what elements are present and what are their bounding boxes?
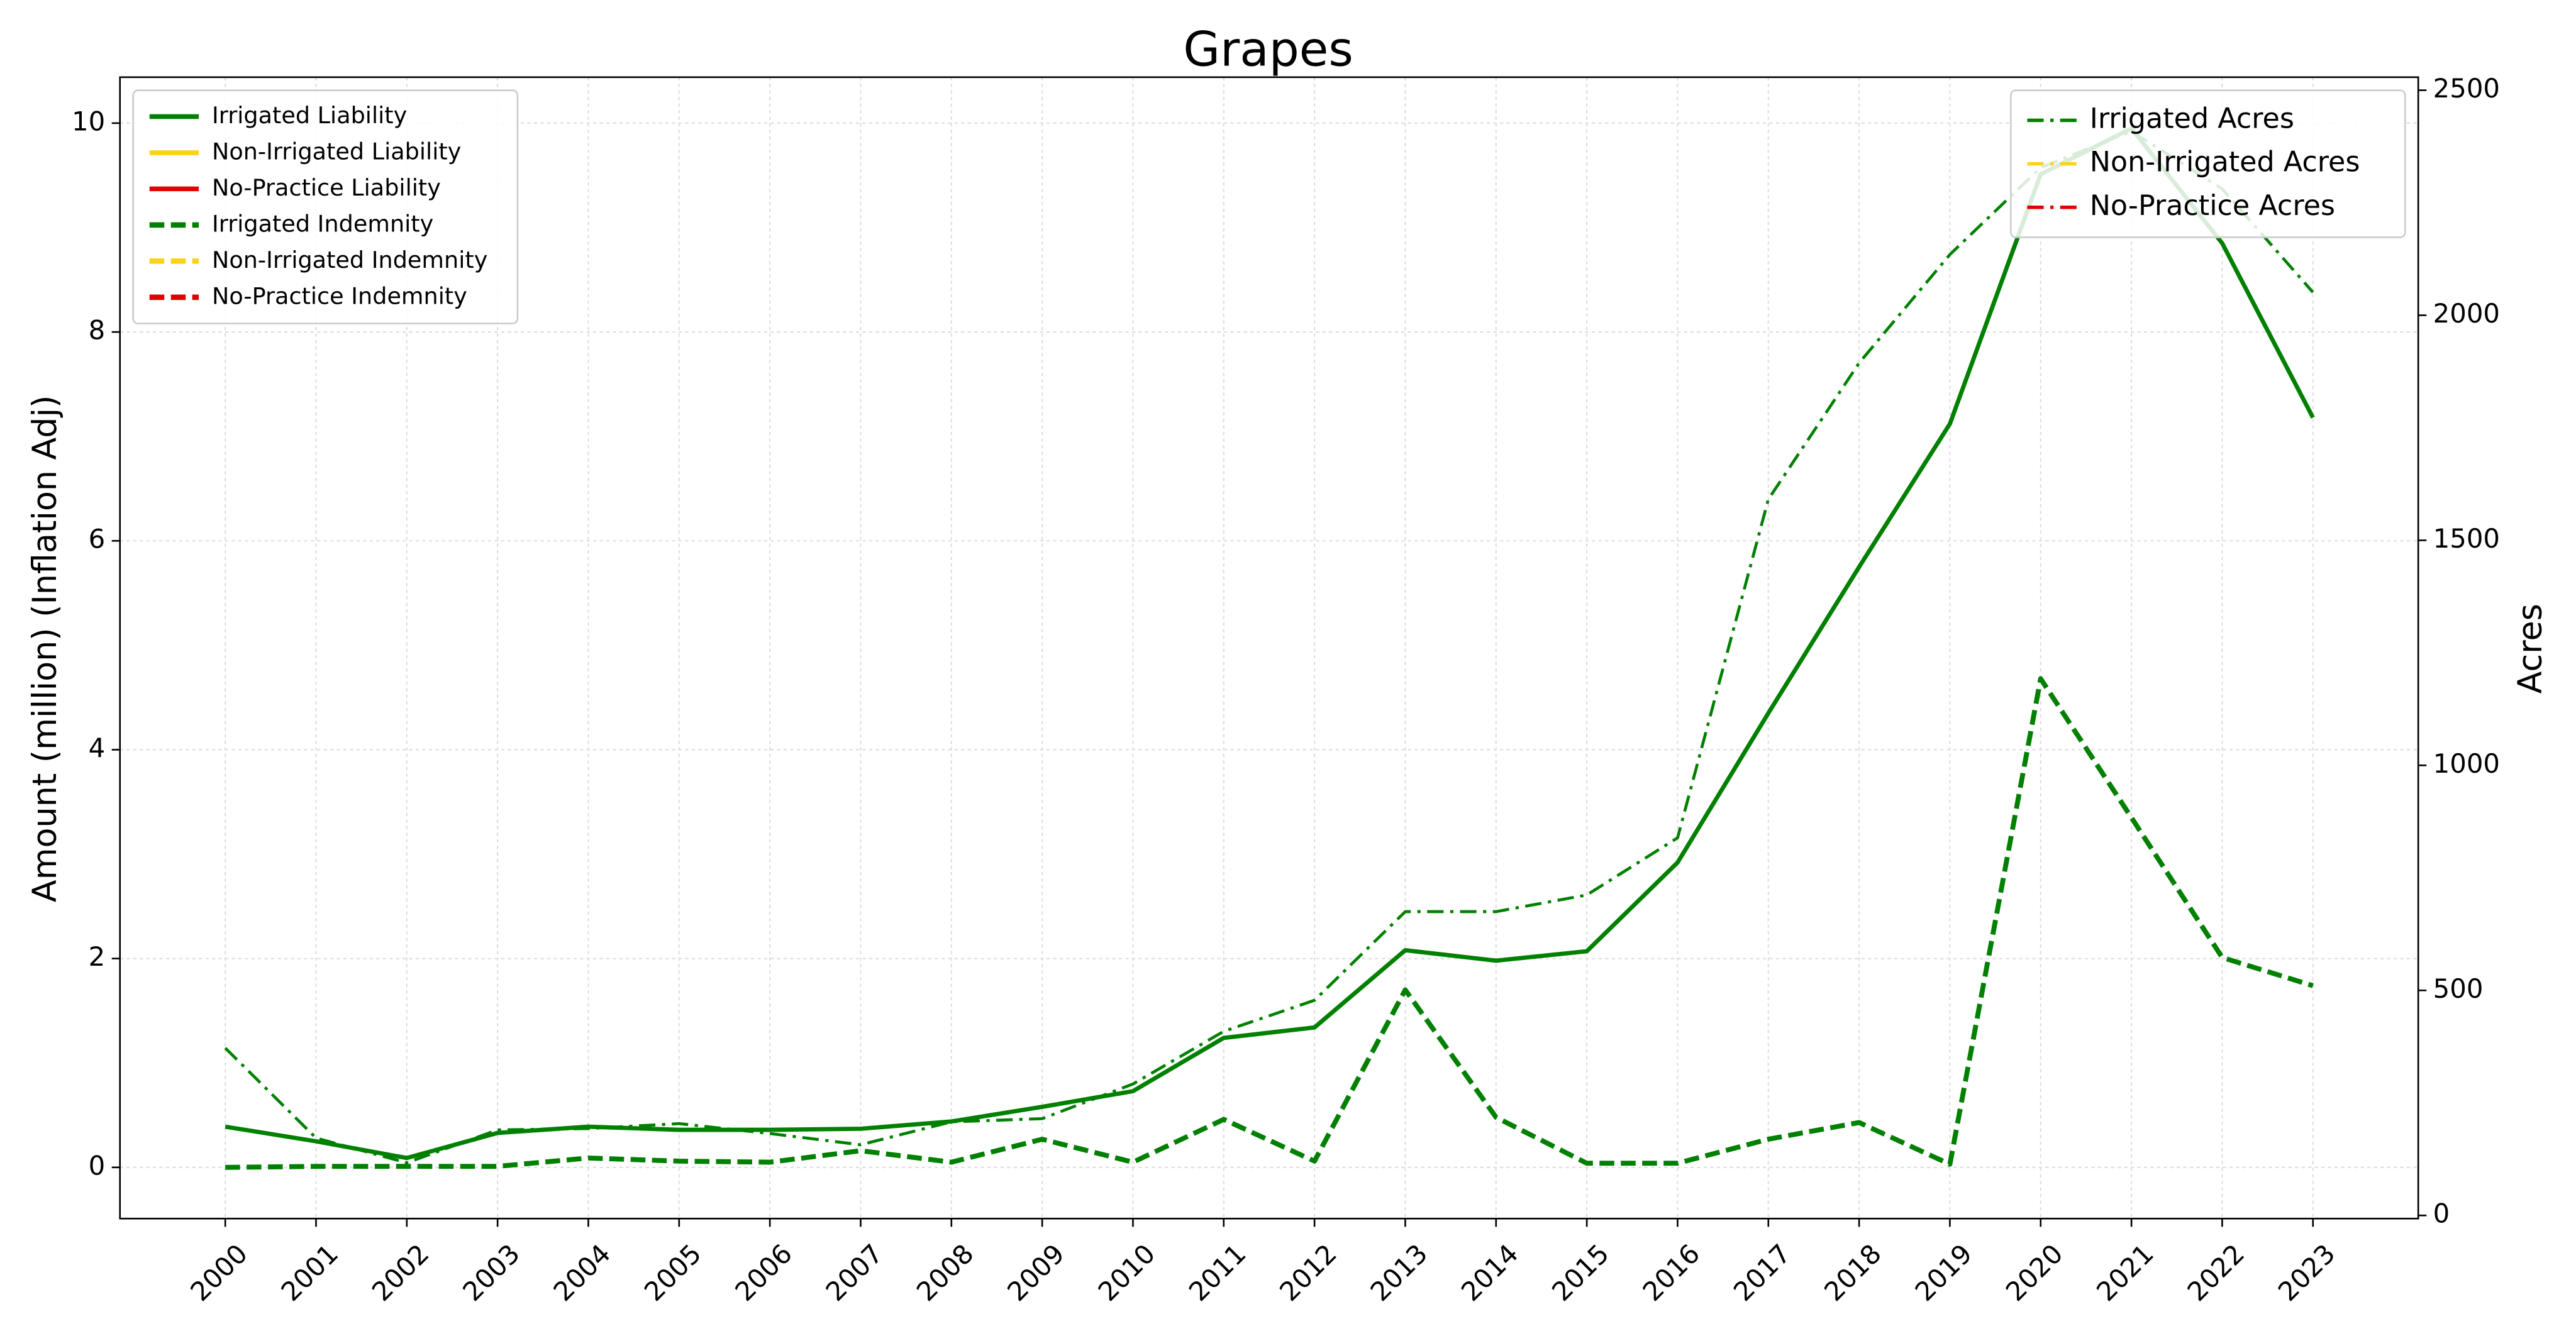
x-tick-label: 2014: [1455, 1238, 1524, 1307]
y2-tick-label: 500: [2433, 973, 2484, 1004]
plot-frame: [119, 76, 2419, 1220]
y2-tick-label: 1500: [2433, 523, 2500, 554]
data-line: [224, 130, 2314, 1164]
legend-box: [132, 89, 519, 324]
x-tick-label: 2007: [819, 1238, 889, 1307]
x-tick-label: 2008: [911, 1238, 980, 1307]
legend-label: Non-Irrigated Acres: [2090, 146, 2360, 179]
x-tick-label: 2023: [2272, 1238, 2341, 1307]
x-tick-label: 2000: [184, 1238, 253, 1307]
x-tick-label: 2022: [2181, 1238, 2250, 1307]
x-tick-label: 2004: [547, 1238, 616, 1307]
y-tick-label: 10: [72, 106, 105, 136]
legend-label: No-Practice Indemnity: [212, 282, 467, 309]
x-tick-label: 2001: [275, 1238, 344, 1307]
y2-tick-label: 2000: [2433, 298, 2500, 329]
y-tick-label: 2: [89, 941, 106, 972]
x-tick-label: 2018: [1818, 1238, 1887, 1307]
x-tick-label: 2015: [1546, 1238, 1615, 1307]
x-tick-label: 2006: [729, 1238, 798, 1307]
x-tick-label: 2020: [2000, 1238, 2069, 1307]
x-tick-label: 2012: [1274, 1238, 1343, 1307]
x-tick-label: 2010: [1092, 1238, 1161, 1307]
legend-label: Non-Irrigated Liability: [212, 138, 461, 165]
x-tick-label: 2011: [1183, 1238, 1252, 1307]
y-tick-label: 0: [89, 1150, 106, 1181]
y2-axis-label: Acres: [2512, 604, 2550, 693]
legend-label: Non-Irrigated Indemnity: [212, 246, 487, 273]
legend-label: No-Practice Acres: [2090, 190, 2335, 222]
data-line: [225, 126, 2315, 1161]
y-tick-label: 8: [89, 315, 106, 346]
legend-label: Irrigated Acres: [2090, 102, 2294, 135]
y-axis-label: Amount (million) (Inflation Adj): [26, 395, 64, 903]
legend-label: No-Practice Liability: [212, 174, 441, 201]
x-tick-label: 2002: [366, 1238, 435, 1307]
x-tick-label: 2003: [457, 1238, 526, 1307]
x-tick-label: 2017: [1728, 1238, 1797, 1307]
x-tick-label: 2021: [2090, 1238, 2160, 1307]
y2-tick-label: 0: [2433, 1198, 2450, 1229]
legend-box: [2010, 89, 2406, 238]
legend-label: Irrigated Liability: [212, 102, 407, 129]
y2-tick-label: 2500: [2433, 73, 2500, 104]
legend-label: Irrigated Indemnity: [212, 210, 433, 237]
x-tick-label: 2013: [1364, 1238, 1433, 1307]
chart-title: Grapes: [1183, 21, 1353, 77]
x-tick-label: 2019: [1909, 1238, 1978, 1307]
y-tick-label: 6: [89, 524, 106, 555]
data-line: [225, 676, 2314, 1170]
y-tick-label: 4: [89, 732, 106, 763]
x-tick-label: 2009: [1001, 1238, 1070, 1307]
x-tick-label: 2005: [638, 1238, 708, 1307]
y2-tick-label: 1000: [2433, 748, 2500, 779]
x-tick-label: 2016: [1636, 1238, 1706, 1307]
